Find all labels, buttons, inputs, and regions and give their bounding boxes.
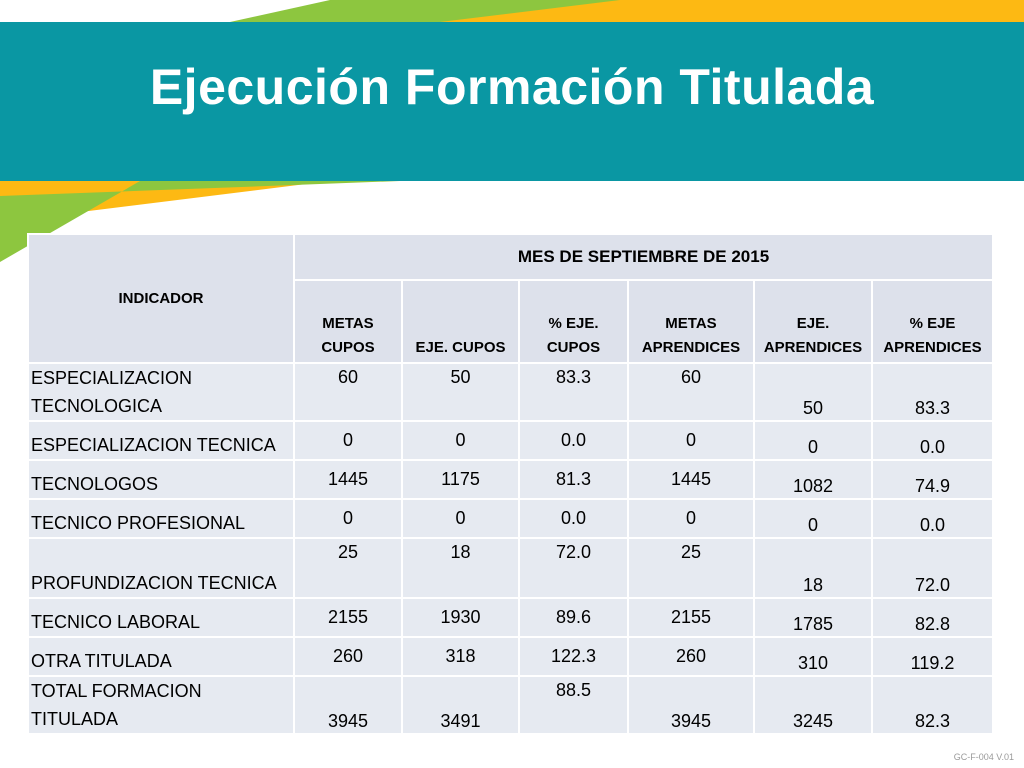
row-label: TECNICO LABORAL	[27, 597, 295, 638]
table-cell: 3245	[753, 675, 873, 735]
table-cell: 3491	[401, 675, 520, 735]
row-label: TOTAL FORMACION TITULADA	[27, 675, 295, 735]
table-cell: 0	[627, 498, 755, 539]
table-cell: 3945	[627, 675, 755, 735]
row-label: TECNOLOGOS	[27, 459, 295, 500]
table-cell: 0	[753, 498, 873, 539]
table-cell: 60	[627, 362, 755, 422]
table-cell: 18	[401, 537, 520, 599]
table-cell: 50	[401, 362, 520, 422]
table-cell: 83.3	[870, 362, 995, 422]
column-header: EJE. CUPOS	[401, 279, 520, 364]
row-label: TECNICO PROFESIONAL	[27, 498, 295, 539]
table-cell: 72.0	[870, 537, 995, 599]
table-cell: 1930	[401, 597, 520, 638]
column-header: METAS APRENDICES	[627, 279, 755, 364]
row-label: OTRA TITULADA	[27, 636, 295, 677]
table-row: TECNOLOGOS 1445 1175 81.3 1445 1082 74.9	[27, 459, 995, 500]
table-cell: 81.3	[518, 459, 629, 500]
green-stripe-bottom	[0, 181, 400, 262]
table-cell: 1445	[627, 459, 755, 500]
table-cell: 0.0	[518, 420, 629, 461]
table-cell: 2155	[293, 597, 403, 638]
table-cell: 260	[627, 636, 755, 677]
table-row: OTRA TITULADA 260 318 122.3 260 310 119.…	[27, 636, 995, 677]
row-label: PROFUNDIZACION TECNICA	[27, 537, 295, 599]
table-row-total: TOTAL FORMACION TITULADA 3945 3491 88.5 3…	[27, 675, 995, 735]
table-cell: 0	[627, 420, 755, 461]
table-cell: 0	[753, 420, 873, 461]
table-cell: 74.9	[870, 459, 995, 500]
table-cell: 260	[293, 636, 403, 677]
table-row: TECNICO PROFESIONAL 0 0 0.0 0 0 0.0	[27, 498, 995, 539]
column-header: METAS CUPOS	[293, 279, 403, 364]
table-row: TECNICO LABORAL 2155 1930 89.6 2155 1785…	[27, 597, 995, 638]
table-cell: 318	[401, 636, 520, 677]
table-cell: 1175	[401, 459, 520, 500]
table-cell: 0	[401, 420, 520, 461]
table-cell: 1785	[753, 597, 873, 638]
table-cell: 2155	[627, 597, 755, 638]
table-cell: 25	[293, 537, 403, 599]
table-cell: 50	[753, 362, 873, 422]
table-cell: 83.3	[518, 362, 629, 422]
table-subheader-row: METAS CUPOS EJE. CUPOS % EJE. CUPOS METAS A…	[28, 279, 995, 364]
document-code: GC-F-004 V.01	[953, 752, 1014, 762]
slide-title: Ejecución Formación Titulada	[149, 59, 875, 115]
table-cell: 88.5	[518, 675, 629, 735]
table-row: ESPECIALIZACION TECNOLOGICA 60 50 83.3 60…	[27, 362, 995, 422]
table-cell: 1445	[293, 459, 403, 500]
table-cell: 18	[753, 537, 873, 599]
table-cell: 89.6	[518, 597, 629, 638]
table-row: PROFUNDIZACION TECNICA 25 18 72.0 25 18 …	[27, 537, 995, 599]
table-cell: 60	[293, 362, 403, 422]
table-cell: 1082	[753, 459, 873, 500]
table-cell: 0.0	[518, 498, 629, 539]
column-header: % EJE. CUPOS	[518, 279, 629, 364]
yellow-stripe-top	[440, 0, 1024, 22]
table-row: ESPECIALIZACION TECNICA 0 0 0.0 0 0 0.0	[27, 420, 995, 461]
period-header: MES DE SEPTIEMBRE DE 2015	[292, 233, 995, 281]
column-header: EJE. APRENDICES	[753, 279, 873, 364]
table-cell: 310	[753, 636, 873, 677]
table-cell: 119.2	[870, 636, 995, 677]
table-cell: 0	[401, 498, 520, 539]
table-header-row: INDICADOR MES DE SEPTIEMBRE DE 2015	[27, 233, 995, 364]
table-cell: 0	[293, 420, 403, 461]
column-header: % EJE APRENDICES	[870, 279, 995, 364]
title-banner	[0, 22, 1024, 181]
row-label: ESPECIALIZACION TECNOLOGICA	[27, 362, 295, 422]
table-cell: 122.3	[518, 636, 629, 677]
row-label: ESPECIALIZACION TECNICA	[27, 420, 295, 461]
training-execution-table: INDICADOR MES DE SEPTIEMBRE DE 2015 META…	[27, 233, 995, 735]
table-cell: 72.0	[518, 537, 629, 599]
table-cell: 0.0	[870, 498, 995, 539]
indicator-header: INDICADOR	[27, 233, 295, 364]
table-cell: 25	[627, 537, 755, 599]
table-cell: 0	[293, 498, 403, 539]
table-cell: 0.0	[870, 420, 995, 461]
table-cell: 82.3	[870, 675, 995, 735]
table-cell: 3945	[293, 675, 403, 735]
table-cell: 82.8	[870, 597, 995, 638]
